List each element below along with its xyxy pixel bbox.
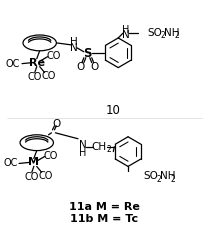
Text: 2: 2: [157, 175, 161, 184]
Text: N: N: [122, 30, 130, 40]
Text: N: N: [70, 43, 78, 53]
Text: SO: SO: [144, 171, 159, 181]
Text: CO: CO: [46, 51, 61, 61]
Text: 10: 10: [106, 104, 121, 117]
Text: 2: 2: [170, 175, 175, 184]
Text: CO: CO: [25, 172, 39, 182]
Text: CO: CO: [28, 72, 42, 82]
Text: O: O: [77, 62, 85, 72]
Text: H: H: [70, 37, 78, 47]
Text: OC: OC: [6, 59, 20, 69]
Text: CH: CH: [91, 142, 106, 152]
Ellipse shape: [23, 35, 56, 51]
Text: N: N: [79, 140, 87, 150]
Text: 2: 2: [106, 145, 111, 154]
Text: 11b M = Tc: 11b M = Tc: [71, 214, 139, 224]
Text: 11a M = Re: 11a M = Re: [69, 202, 140, 212]
Ellipse shape: [20, 135, 53, 151]
Text: NH: NH: [160, 171, 176, 181]
Text: H: H: [122, 25, 130, 35]
Text: H: H: [79, 148, 87, 158]
Text: O: O: [52, 119, 61, 129]
Text: OC: OC: [3, 158, 17, 168]
Text: CO: CO: [41, 71, 56, 82]
Text: M: M: [28, 157, 39, 168]
Text: NH: NH: [164, 28, 180, 38]
Text: S: S: [84, 47, 92, 60]
Text: SO: SO: [148, 28, 163, 38]
Text: Re: Re: [29, 58, 45, 68]
Text: CO: CO: [43, 151, 58, 161]
Text: 2: 2: [174, 31, 179, 40]
Text: 2: 2: [160, 31, 165, 40]
Text: O: O: [90, 62, 99, 72]
Text: CO: CO: [38, 171, 53, 181]
